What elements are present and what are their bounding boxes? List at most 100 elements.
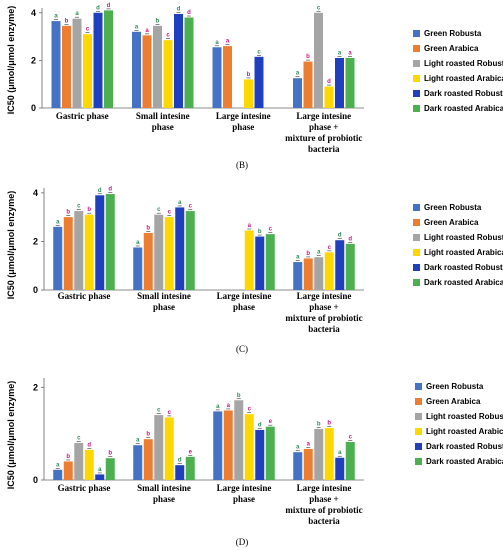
y-axis-label: IC50 (μmol/μmol enzyme) bbox=[6, 381, 16, 490]
legend-swatch bbox=[413, 204, 420, 211]
x-category-label-line: phase bbox=[233, 494, 255, 504]
significance-letter: b bbox=[258, 229, 262, 235]
x-category-label-line: mixture of probiotic bbox=[285, 313, 362, 323]
significance-letter: d bbox=[96, 5, 100, 11]
x-category-label: Gastric phase bbox=[58, 291, 111, 301]
y-tick-label: 2 bbox=[31, 55, 36, 65]
significance-letter: a bbox=[338, 450, 342, 456]
x-category-label-line: Small intesine bbox=[136, 111, 190, 121]
legend-swatch bbox=[415, 398, 422, 405]
significance-letter: c bbox=[166, 33, 170, 39]
bar bbox=[345, 58, 355, 108]
bar bbox=[84, 214, 94, 290]
bar bbox=[74, 211, 84, 290]
bar bbox=[303, 448, 313, 480]
significance-letter: d bbox=[348, 236, 352, 242]
x-category-label-line: mixture of probiotic bbox=[285, 505, 362, 515]
bar bbox=[95, 474, 105, 480]
significance-letter: c bbox=[157, 408, 161, 414]
significance-letter: a bbox=[178, 200, 182, 206]
significance-letter: a bbox=[215, 40, 219, 46]
x-category-label: Small intesine phase bbox=[136, 111, 190, 132]
x-category-label-line: Gastric phase bbox=[58, 483, 111, 493]
x-category-label-line: Large intesine bbox=[216, 111, 271, 121]
x-category-label: Small intesine phase bbox=[137, 291, 191, 312]
significance-letter: c bbox=[168, 410, 172, 416]
legend-swatch bbox=[413, 105, 420, 112]
bar bbox=[345, 441, 355, 480]
legend-label: Light roasted Robusta bbox=[424, 59, 503, 68]
significance-letter: c bbox=[257, 49, 261, 55]
bar bbox=[255, 236, 265, 290]
x-category-label: Gastric phase bbox=[58, 483, 111, 493]
legend-swatch bbox=[413, 45, 420, 52]
x-category-label: Gastric phase bbox=[56, 111, 109, 121]
significance-letter: a bbox=[135, 24, 139, 30]
x-category-label-line: bacteria bbox=[308, 144, 340, 154]
significance-letter: a bbox=[348, 51, 352, 57]
legend-swatch bbox=[413, 234, 420, 241]
bar bbox=[254, 56, 264, 108]
bar bbox=[293, 262, 303, 290]
x-category-label-line: phase + bbox=[309, 302, 338, 312]
legend: Green Robusta Green Arabica Light roasted … bbox=[415, 382, 503, 466]
legend-swatch bbox=[413, 60, 420, 67]
bar bbox=[223, 46, 232, 108]
legend-swatch bbox=[413, 30, 420, 37]
legend-label: Green Arabica bbox=[424, 218, 479, 227]
bar bbox=[244, 79, 253, 108]
bar bbox=[324, 86, 334, 108]
legend-swatch bbox=[415, 413, 422, 420]
significance-letter: d bbox=[338, 233, 342, 239]
bar bbox=[63, 217, 73, 290]
significance-letter: b bbox=[306, 54, 310, 60]
legend-label: Dark roasted Arabica bbox=[424, 104, 503, 113]
bar bbox=[314, 429, 324, 480]
legend-label: Green Robusta bbox=[424, 203, 482, 212]
bar bbox=[143, 232, 153, 290]
bar bbox=[314, 12, 323, 109]
bar bbox=[185, 456, 195, 480]
bar bbox=[95, 195, 105, 290]
significance-letter: b bbox=[156, 18, 160, 24]
legend-swatch bbox=[413, 90, 420, 97]
bar bbox=[72, 18, 82, 108]
significance-letter: c bbox=[77, 435, 81, 441]
bar bbox=[303, 258, 313, 290]
bar bbox=[105, 194, 115, 290]
bar bbox=[244, 414, 254, 480]
panel-label: (B) bbox=[236, 160, 248, 170]
bar bbox=[154, 415, 164, 480]
legend-label: Green Arabica bbox=[426, 397, 481, 406]
significance-letter: a bbox=[75, 11, 79, 17]
bar bbox=[314, 257, 324, 290]
bar bbox=[63, 461, 73, 480]
bar bbox=[104, 10, 113, 109]
x-category-label-line: phase bbox=[233, 302, 255, 312]
x-category-label-line: phase bbox=[232, 122, 254, 132]
significance-letter: a bbox=[307, 441, 311, 447]
significance-letter: c bbox=[157, 207, 161, 213]
x-category-label-line: Gastric phase bbox=[58, 291, 111, 301]
x-category-label-line: phase + bbox=[309, 494, 338, 504]
significance-letter: e bbox=[269, 419, 273, 425]
y-tick-label: 2 bbox=[33, 382, 38, 392]
significance-letter: a bbox=[248, 223, 252, 229]
bar bbox=[345, 243, 355, 290]
bar bbox=[265, 234, 275, 290]
bar bbox=[265, 426, 275, 480]
significance-letter: c bbox=[349, 434, 353, 440]
significance-letter: b bbox=[65, 18, 69, 24]
bar bbox=[213, 411, 223, 480]
bar bbox=[163, 40, 173, 109]
significance-letter: e bbox=[189, 449, 193, 455]
significance-letter: b bbox=[146, 225, 150, 231]
bar bbox=[174, 13, 183, 109]
x-category-label: Large intesine phase bbox=[217, 483, 272, 504]
bar bbox=[132, 31, 141, 108]
significance-letter: a bbox=[54, 14, 58, 20]
x-category-label-line: phase + bbox=[309, 122, 338, 132]
significance-letter: c bbox=[317, 5, 321, 11]
significance-letter: a bbox=[317, 250, 321, 256]
bar bbox=[303, 61, 313, 108]
